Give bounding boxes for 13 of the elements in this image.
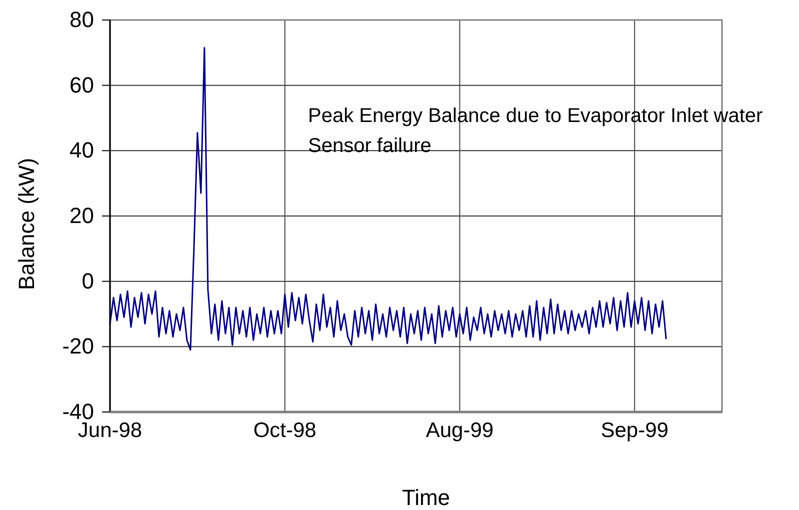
y-tick-label: 60 <box>70 72 94 98</box>
line-series <box>109 47 667 351</box>
x-tick-label: Aug-99 <box>426 418 494 442</box>
x-axis-title: Time <box>402 485 450 510</box>
x-tick-label: Oct-98 <box>253 418 316 442</box>
x-tick-label: Jun-98 <box>78 418 142 442</box>
y-axis-title: Balance (kW) <box>14 158 39 290</box>
y-tick-label: 20 <box>70 203 94 228</box>
x-tick-label: Sep-99 <box>600 418 668 442</box>
y-tick-label: 0 <box>82 268 94 294</box>
y-tick-label: -20 <box>62 334 94 359</box>
y-tick-label: 40 <box>70 138 94 163</box>
y-tick-label: 80 <box>70 7 94 32</box>
